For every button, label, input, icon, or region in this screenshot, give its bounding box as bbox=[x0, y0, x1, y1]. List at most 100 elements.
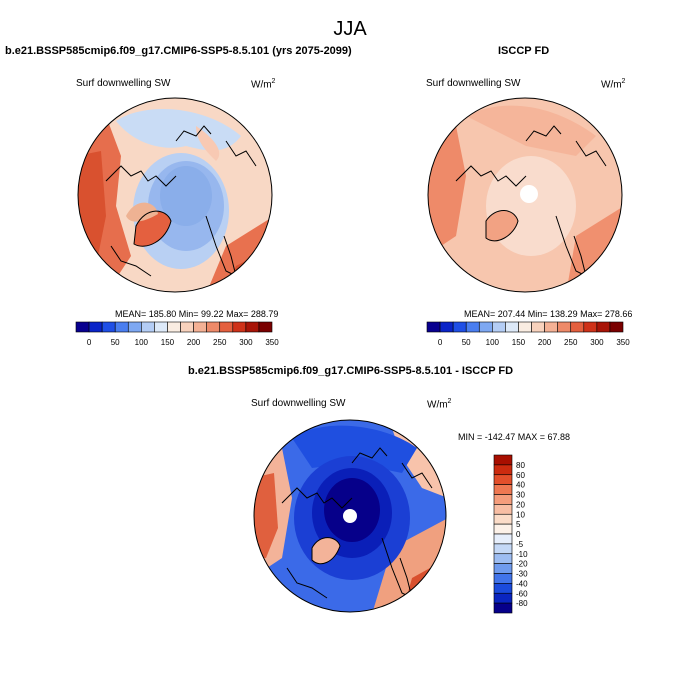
panel-3-colorbar-swatches bbox=[493, 454, 513, 614]
colorbar-swatch bbox=[493, 454, 513, 466]
colorbar-swatch bbox=[127, 321, 142, 333]
colorbar-tick-label: 0 bbox=[87, 338, 92, 347]
colorbar-swatch bbox=[452, 321, 467, 333]
panel-2-variable: Surf downwelling SW bbox=[426, 78, 521, 89]
colorbar-tick-label: 40 bbox=[516, 481, 525, 490]
panel-2-colorbar: 0 50 100 150 200 250 300 350 bbox=[426, 321, 630, 347]
colorbar-swatch bbox=[245, 321, 260, 333]
figure-title: JJA bbox=[333, 18, 367, 40]
colorbar-swatch bbox=[570, 321, 585, 333]
colorbar-swatch bbox=[493, 563, 513, 574]
colorbar-swatch bbox=[596, 321, 611, 333]
panel-2-title: ISCCP FD bbox=[498, 45, 550, 57]
colorbar-swatch bbox=[114, 321, 129, 333]
panel-3-title: b.e21.BSSP585cmip6.f09_g17.CMIP6-SSP5-8.… bbox=[188, 365, 514, 377]
colorbar-tick-label: 5 bbox=[516, 520, 521, 529]
colorbar-swatch bbox=[493, 523, 513, 535]
colorbar-swatch bbox=[101, 321, 116, 333]
colorbar-tick-label: -20 bbox=[516, 560, 528, 569]
colorbar-tick-label: 0 bbox=[438, 338, 443, 347]
colorbar-tick-label: 300 bbox=[239, 338, 253, 347]
panel-3-polar-map bbox=[253, 419, 447, 613]
colorbar-swatch bbox=[180, 321, 194, 333]
colorbar-swatch bbox=[493, 513, 513, 525]
colorbar-swatch bbox=[493, 543, 513, 555]
colorbar-swatch bbox=[258, 321, 273, 333]
panel-2-colorbar-labels: 0 50 100 150 200 250 300 350 bbox=[438, 338, 630, 347]
colorbar-swatch bbox=[167, 321, 181, 333]
colorbar-swatch bbox=[88, 321, 103, 333]
panel-1-colorbar-labels: 0 50 100 150 200 250 300 350 bbox=[87, 338, 279, 347]
colorbar-swatch bbox=[439, 321, 454, 333]
colorbar-tick-label: 300 bbox=[590, 338, 604, 347]
panel-3-stats: MIN = -142.47 MAX = 67.88 bbox=[458, 432, 571, 442]
colorbar-tick-label: 10 bbox=[516, 510, 525, 519]
panel-1-colorbar-swatches bbox=[75, 321, 273, 333]
colorbar-swatch bbox=[493, 504, 513, 515]
colorbar-tick-label: 100 bbox=[135, 338, 149, 347]
colorbar-tick-label: -10 bbox=[516, 550, 528, 559]
colorbar-swatch bbox=[544, 321, 558, 333]
colorbar-swatch bbox=[557, 321, 572, 333]
panel-2-colorbar-swatches bbox=[426, 321, 624, 333]
colorbar-swatch bbox=[493, 533, 513, 545]
colorbar-tick-label: -80 bbox=[516, 599, 528, 608]
panel-1-variable: Surf downwelling SW bbox=[76, 78, 171, 89]
colorbar-tick-label: -40 bbox=[516, 579, 528, 588]
colorbar-tick-label: 350 bbox=[265, 338, 279, 347]
colorbar-swatch bbox=[518, 321, 532, 333]
panel-3-units: W/m2 bbox=[427, 398, 452, 411]
colorbar-swatch bbox=[232, 321, 247, 333]
panel-1-units: W/m2 bbox=[251, 78, 276, 91]
panel-2-units: W/m2 bbox=[601, 78, 626, 91]
colorbar-swatch bbox=[478, 321, 493, 333]
colorbar-tick-label: 350 bbox=[616, 338, 630, 347]
colorbar-tick-label: 20 bbox=[516, 500, 525, 509]
colorbar-swatch bbox=[609, 321, 624, 333]
panel-2-stats: MEAN= 207.44 Min= 138.29 Max= 278.66 bbox=[464, 309, 633, 319]
colorbar-swatch bbox=[492, 321, 506, 333]
colorbar-tick-label: 100 bbox=[486, 338, 500, 347]
colorbar-tick-label: 30 bbox=[516, 491, 525, 500]
panel-1-polar-map bbox=[77, 97, 273, 293]
colorbar-swatch bbox=[426, 321, 441, 333]
colorbar-swatch bbox=[219, 321, 234, 333]
colorbar-swatch bbox=[206, 321, 221, 333]
panel-1-stats: MEAN= 185.80 Min= 99.22 Max= 288.79 bbox=[115, 309, 279, 319]
colorbar-swatch bbox=[493, 602, 513, 614]
colorbar-tick-label: 50 bbox=[462, 338, 471, 347]
colorbar-swatch bbox=[493, 583, 513, 594]
colorbar-tick-label: 0 bbox=[516, 530, 521, 539]
panel-1-title: b.e21.BSSP585cmip6.f09_g17.CMIP6-SSP5-8.… bbox=[5, 45, 352, 57]
colorbar-swatch bbox=[493, 573, 513, 584]
colorbar-tick-label: -5 bbox=[516, 540, 524, 549]
colorbar-tick-label: 200 bbox=[538, 338, 552, 347]
colorbar-swatch bbox=[493, 592, 513, 604]
colorbar-tick-label: -30 bbox=[516, 570, 528, 579]
panel-3-variable: Surf downwelling SW bbox=[251, 398, 346, 409]
colorbar-tick-label: 250 bbox=[213, 338, 227, 347]
colorbar-swatch bbox=[493, 474, 513, 485]
panel-2-polar-map bbox=[427, 97, 623, 293]
colorbar-tick-label: 60 bbox=[516, 471, 525, 480]
colorbar-swatch bbox=[493, 464, 513, 476]
colorbar-swatch bbox=[583, 321, 598, 333]
colorbar-tick-label: 80 bbox=[516, 461, 525, 470]
colorbar-tick-label: 200 bbox=[187, 338, 201, 347]
panel-1-colorbar: 0 50 100 150 200 250 300 350 bbox=[75, 321, 279, 347]
colorbar-swatch bbox=[493, 484, 513, 495]
colorbar-swatch bbox=[141, 321, 155, 333]
colorbar-swatch bbox=[493, 494, 513, 505]
colorbar-swatch bbox=[493, 553, 513, 564]
colorbar-tick-label: -60 bbox=[516, 589, 528, 598]
colorbar-swatch bbox=[465, 321, 480, 333]
colorbar-tick-label: 150 bbox=[161, 338, 175, 347]
colorbar-swatch bbox=[193, 321, 207, 333]
colorbar-swatch bbox=[531, 321, 545, 333]
colorbar-tick-label: 250 bbox=[564, 338, 578, 347]
colorbar-swatch bbox=[505, 321, 519, 333]
colorbar-tick-label: 50 bbox=[111, 338, 120, 347]
colorbar-swatch bbox=[154, 321, 168, 333]
